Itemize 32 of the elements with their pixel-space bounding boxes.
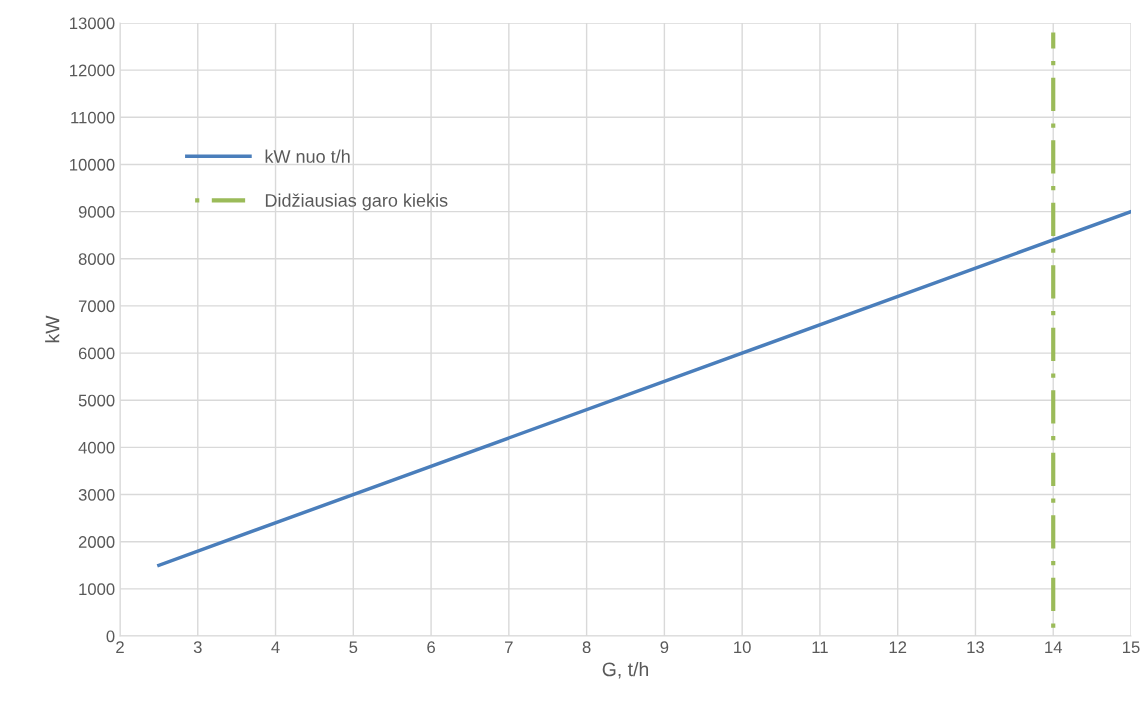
x-tick-label: 9 xyxy=(660,641,669,654)
y-axis-title: kW xyxy=(45,315,60,343)
x-tick-label: 10 xyxy=(734,641,751,654)
x-tick-label: 8 xyxy=(582,641,591,654)
y-tick-label: 4000 xyxy=(78,441,115,454)
y-tick-label: 11000 xyxy=(71,111,115,124)
y-tick-label: 2000 xyxy=(78,536,115,548)
y-tick-label: 0 xyxy=(106,630,115,643)
legend-label: Didžiausias garo kiekis xyxy=(265,193,448,211)
x-tick-label: 11 xyxy=(812,641,828,653)
x-tick-label: 5 xyxy=(349,641,358,654)
x-tick-label: 7 xyxy=(505,641,513,653)
x-tick-label: 2 xyxy=(116,641,124,653)
x-tick-label: 6 xyxy=(427,641,435,654)
x-axis-title: G, t/h xyxy=(602,661,649,679)
x-tick-label: 14 xyxy=(1045,641,1063,653)
y-tick-label: 7000 xyxy=(78,300,115,313)
y-tick-label: 9000 xyxy=(78,206,115,218)
x-tick-label: 15 xyxy=(1123,641,1140,654)
y-tick-label: 1000 xyxy=(79,583,115,596)
y-tick-label: 13000 xyxy=(70,17,115,30)
x-tick-label: 4 xyxy=(271,641,280,653)
y-tick-label: 6000 xyxy=(78,347,115,360)
y-tick-label: 3000 xyxy=(78,488,115,501)
legend-label: kW nuo t/h xyxy=(265,149,350,163)
y-tick-label: 10000 xyxy=(70,158,115,171)
y-tick-label: 5000 xyxy=(78,394,115,407)
y-tick-label: 12000 xyxy=(70,64,115,77)
y-tick-label: 8000 xyxy=(78,253,115,265)
x-tick-label: 12 xyxy=(889,641,907,653)
x-tick-label: 3 xyxy=(193,641,202,654)
x-tick-label: 13 xyxy=(967,641,984,654)
